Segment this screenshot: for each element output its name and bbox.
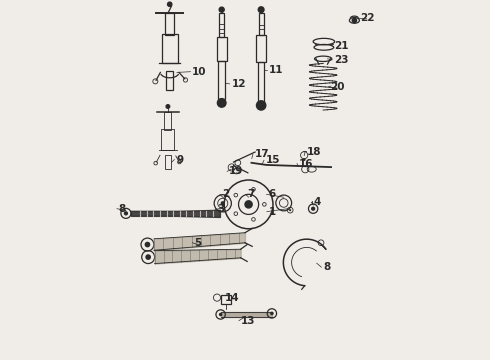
Bar <box>165 13 174 35</box>
Text: 20: 20 <box>330 82 345 92</box>
Circle shape <box>270 312 274 315</box>
Text: 10: 10 <box>192 67 207 77</box>
Bar <box>164 112 171 130</box>
Circle shape <box>258 7 264 13</box>
Circle shape <box>352 18 357 23</box>
Bar <box>165 155 171 169</box>
Text: 21: 21 <box>334 41 348 51</box>
Bar <box>166 71 173 90</box>
Bar <box>161 130 174 150</box>
Text: 19: 19 <box>229 166 243 176</box>
Text: 1: 1 <box>269 207 276 217</box>
Text: 22: 22 <box>360 13 374 23</box>
Bar <box>220 295 231 304</box>
Text: 14: 14 <box>225 293 240 303</box>
Circle shape <box>245 201 252 208</box>
Circle shape <box>220 201 225 206</box>
Bar <box>258 62 264 103</box>
Text: 8: 8 <box>323 262 330 272</box>
Text: 17: 17 <box>255 149 270 159</box>
Text: 6: 6 <box>269 189 275 199</box>
Text: 16: 16 <box>299 158 313 168</box>
Bar <box>217 37 227 61</box>
Text: 11: 11 <box>269 64 284 75</box>
Circle shape <box>124 211 128 216</box>
Circle shape <box>218 99 226 107</box>
Bar <box>219 13 224 37</box>
Circle shape <box>146 254 151 260</box>
Circle shape <box>256 101 266 110</box>
Text: 15: 15 <box>266 155 280 165</box>
Circle shape <box>303 158 306 161</box>
Bar <box>162 34 177 63</box>
Circle shape <box>145 242 150 247</box>
Circle shape <box>311 207 315 211</box>
Circle shape <box>166 105 170 108</box>
Text: 23: 23 <box>334 55 348 65</box>
Bar <box>259 13 264 35</box>
Text: 12: 12 <box>231 79 246 89</box>
Text: 3: 3 <box>217 204 224 215</box>
Circle shape <box>219 313 222 316</box>
Text: 2: 2 <box>221 189 229 199</box>
Text: 18: 18 <box>307 147 321 157</box>
Circle shape <box>219 7 224 12</box>
Text: 8: 8 <box>119 204 126 214</box>
Bar <box>219 61 225 99</box>
Text: 13: 13 <box>241 316 255 325</box>
Text: 7: 7 <box>247 189 255 199</box>
Text: 9: 9 <box>176 154 183 165</box>
Circle shape <box>168 2 172 6</box>
Text: 4: 4 <box>313 197 320 207</box>
Text: 5: 5 <box>194 238 201 248</box>
Circle shape <box>289 209 291 211</box>
Bar <box>256 35 266 62</box>
